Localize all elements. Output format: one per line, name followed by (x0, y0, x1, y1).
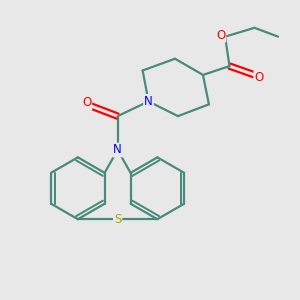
Text: O: O (216, 29, 225, 42)
Text: S: S (114, 213, 121, 226)
Text: O: O (82, 96, 91, 110)
Text: N: N (113, 143, 122, 157)
Text: O: O (254, 71, 264, 84)
Text: N: N (144, 95, 153, 108)
